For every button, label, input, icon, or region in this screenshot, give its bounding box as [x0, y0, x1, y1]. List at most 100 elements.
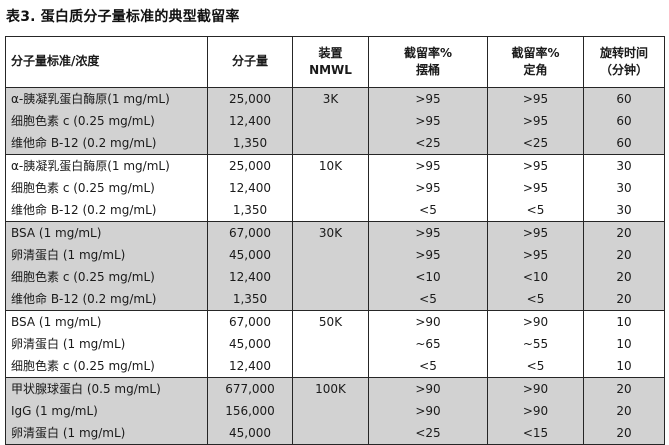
column-header-spin-time: 旋转时间 （分钟） [583, 36, 665, 88]
standard-cell: 卵清蛋白 (1 mg/mL) [5, 244, 208, 266]
swing-retention-cell: >90 [368, 400, 488, 422]
swing-retention-cell: >90 [368, 377, 488, 400]
mw-cell: 25,000 [207, 87, 293, 110]
fixed-retention-cell: <25 [487, 132, 584, 155]
table-row: 细胞色素 c (0.25 mg/mL) 12,400 <10 <10 20 [5, 266, 665, 288]
swing-retention-cell: >90 [368, 310, 488, 333]
spin-time-cell: 20 [583, 422, 665, 445]
table-row: 维他命 B-12 (0.2 mg/mL) 1,350 <5 <5 20 [5, 288, 665, 311]
table-row: 卵清蛋白 (1 mg/mL) 45,000 ~65 ~55 10 [5, 333, 665, 355]
swing-retention-cell: <5 [368, 355, 488, 378]
table-row: BSA (1 mg/mL) 67,000 30K >95 >95 20 [5, 221, 665, 311]
mw-cell: 12,400 [207, 266, 293, 288]
table-row: α-胰凝乳蛋白酶原(1 mg/mL) 25,000 10K >95 >95 30 [5, 154, 665, 222]
header-row: 分子量标准/浓度 分子量 装置 NMWL 截留率% 摆桶 截留率% 定角 旋转时… [5, 36, 665, 88]
spin-time-cell: 30 [583, 199, 665, 222]
standard-cell: 细胞色素 c (0.25 mg/mL) [5, 177, 208, 199]
swing-retention-cell: ~65 [368, 333, 488, 355]
nmwl-cell: 10K [292, 154, 369, 222]
table-row: BSA (1 mg/mL) 67,000 50K >90 >90 10 [5, 310, 665, 378]
fixed-retention-cell: >90 [487, 310, 584, 333]
column-header-swing-retention: 截留率% 摆桶 [368, 36, 488, 88]
fixed-retention-cell: >95 [487, 221, 584, 244]
standard-cell: IgG (1 mg/mL) [5, 400, 208, 422]
standard-group: 甲状腺球蛋白 (0.5 mg/mL) 677,000 100K >90 >90 20 IgG… [5, 377, 665, 445]
standard-cell: 细胞色素 c (0.25 mg/mL) [5, 355, 208, 378]
swing-retention-cell: <5 [368, 199, 488, 222]
standard-group: α-胰凝乳蛋白酶原(1 mg/mL) 25,000 10K >95 >95 30 细胞色素 … [5, 154, 665, 222]
fixed-retention-cell: <15 [487, 422, 584, 445]
fixed-retention-cell: >95 [487, 177, 584, 199]
table-title: 表3. 蛋白质分子量标准的典型截留率 [6, 9, 240, 25]
fixed-retention-cell: >95 [487, 110, 584, 132]
fixed-retention-cell: >90 [487, 377, 584, 400]
fixed-retention-cell: >90 [487, 400, 584, 422]
table-row: α-胰凝乳蛋白酶原(1 mg/mL) 25,000 3K >95 >95 60 [5, 87, 665, 155]
swing-retention-cell: <25 [368, 422, 488, 445]
mw-cell: 45,000 [207, 422, 293, 445]
spin-time-cell: 30 [583, 154, 665, 177]
standard-cell: 卵清蛋白 (1 mg/mL) [5, 422, 208, 445]
fixed-retention-cell: ~55 [487, 333, 584, 355]
swing-retention-cell: >95 [368, 110, 488, 132]
standard-cell: 维他命 B-12 (0.2 mg/mL) [5, 199, 208, 222]
mw-cell: 67,000 [207, 221, 293, 244]
standard-cell: 卵清蛋白 (1 mg/mL) [5, 333, 208, 355]
mw-cell: 156,000 [207, 400, 293, 422]
table-header: 分子量标准/浓度 分子量 装置 NMWL 截留率% 摆桶 截留率% 定角 旋转时… [5, 36, 665, 88]
mw-cell: 67,000 [207, 310, 293, 333]
swing-retention-cell: >95 [368, 177, 488, 199]
table-row: 细胞色素 c (0.25 mg/mL) 12,400 <5 <5 10 [5, 355, 665, 378]
table-row: 维他命 B-12 (0.2 mg/mL) 1,350 <25 <25 60 [5, 132, 665, 155]
nmwl-cell: 100K [292, 377, 369, 445]
retention-table: 分子量标准/浓度 分子量 装置 NMWL 截留率% 摆桶 截留率% 定角 旋转时… [5, 36, 665, 445]
mw-cell: 1,350 [207, 288, 293, 311]
standard-cell: BSA (1 mg/mL) [5, 310, 208, 333]
swing-retention-cell: <10 [368, 266, 488, 288]
table-row: 甲状腺球蛋白 (0.5 mg/mL) 677,000 100K >90 >90 20 [5, 377, 665, 445]
spin-time-cell: 20 [583, 244, 665, 266]
spin-time-cell: 20 [583, 377, 665, 400]
standard-cell: 维他命 B-12 (0.2 mg/mL) [5, 132, 208, 155]
swing-retention-cell: >95 [368, 244, 488, 266]
column-header-mw: 分子量 [207, 36, 293, 88]
spin-time-cell: 10 [583, 333, 665, 355]
nmwl-cell: 3K [292, 87, 369, 155]
standard-group: BSA (1 mg/mL) 67,000 30K >95 >95 20 卵清蛋白 (1 mg… [5, 221, 665, 311]
column-header-nmwl: 装置 NMWL [292, 36, 369, 88]
fixed-retention-cell: <5 [487, 288, 584, 311]
mw-cell: 45,000 [207, 244, 293, 266]
table-row: IgG (1 mg/mL) 156,000 >90 >90 20 [5, 400, 665, 422]
standard-cell: α-胰凝乳蛋白酶原(1 mg/mL) [5, 87, 208, 110]
table-row: 细胞色素 c (0.25 mg/mL) 12,400 >95 >95 30 [5, 177, 665, 199]
spin-time-cell: 10 [583, 355, 665, 378]
standard-group: BSA (1 mg/mL) 67,000 50K >90 >90 10 卵清蛋白 (1 mg… [5, 310, 665, 378]
spin-time-cell: 60 [583, 132, 665, 155]
spin-time-cell: 20 [583, 266, 665, 288]
mw-cell: 25,000 [207, 154, 293, 177]
fixed-retention-cell: <5 [487, 355, 584, 378]
standard-cell: BSA (1 mg/mL) [5, 221, 208, 244]
spin-time-cell: 20 [583, 400, 665, 422]
swing-retention-cell: <5 [368, 288, 488, 311]
mw-cell: 1,350 [207, 199, 293, 222]
table-row: 卵清蛋白 (1 mg/mL) 45,000 <25 <15 20 [5, 422, 665, 445]
swing-retention-cell: >95 [368, 154, 488, 177]
nmwl-cell: 30K [292, 221, 369, 311]
swing-retention-cell: >95 [368, 221, 488, 244]
spin-time-cell: 60 [583, 87, 665, 110]
mw-cell: 677,000 [207, 377, 293, 400]
fixed-retention-cell: <5 [487, 199, 584, 222]
column-header-fixed-retention: 截留率% 定角 [487, 36, 584, 88]
mw-cell: 12,400 [207, 110, 293, 132]
spin-time-cell: 30 [583, 177, 665, 199]
fixed-retention-cell: >95 [487, 87, 584, 110]
table-row: 维他命 B-12 (0.2 mg/mL) 1,350 <5 <5 30 [5, 199, 665, 222]
table-row: 细胞色素 c (0.25 mg/mL) 12,400 >95 >95 60 [5, 110, 665, 132]
standard-cell: 细胞色素 c (0.25 mg/mL) [5, 110, 208, 132]
mw-cell: 12,400 [207, 177, 293, 199]
swing-retention-cell: <25 [368, 132, 488, 155]
nmwl-cell: 50K [292, 310, 369, 378]
column-header-standard: 分子量标准/浓度 [5, 36, 208, 88]
standard-group: α-胰凝乳蛋白酶原(1 mg/mL) 25,000 3K >95 >95 60 细胞色素 c… [5, 87, 665, 155]
